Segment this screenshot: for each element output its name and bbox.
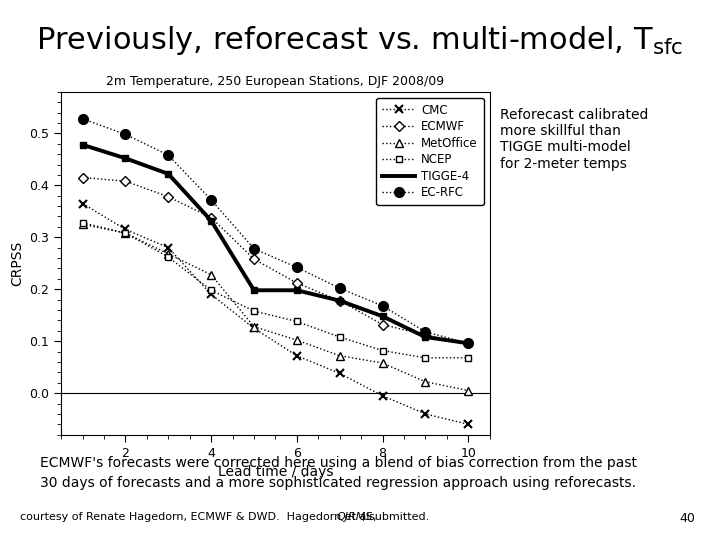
Text: Previously, reforecast vs. multi-model, $\mathregular{T}_{\mathregular{sfc}}$: Previously, reforecast vs. multi-model, … [37,24,683,57]
ECMWF [207,214,215,221]
EC-RFC [336,285,344,292]
TIGGE-4 [78,141,87,148]
ECMWF [78,174,87,181]
CMC [421,411,430,417]
NCEP [121,230,130,237]
CMC [464,421,472,428]
Line: ECMWF: ECMWF [79,174,472,347]
EC-RFC [292,264,301,271]
EC-RFC [164,152,173,158]
CMC [207,291,215,298]
CMC [336,370,344,376]
Title: 2m Temperature, 250 European Stations, DJF 2008/09: 2m Temperature, 250 European Stations, D… [107,75,444,88]
TIGGE-4 [464,340,472,347]
TIGGE-4 [164,171,173,177]
ECMWF [421,332,430,338]
TIGGE-4 [207,218,215,224]
EC-RFC [207,197,215,203]
MetOffice [336,353,344,359]
Line: NCEP: NCEP [79,219,472,361]
MetOffice [121,230,130,237]
CMC [164,245,173,251]
EC-RFC [421,328,430,335]
TIGGE-4 [250,287,258,294]
CMC [78,200,87,207]
NCEP [421,355,430,361]
NCEP [336,334,344,340]
MetOffice [292,337,301,343]
MetOffice [164,251,173,257]
Legend: CMC, ECMWF, MetOffice, NCEP, TIGGE-4, EC-RFC: CMC, ECMWF, MetOffice, NCEP, TIGGE-4, EC… [377,98,484,205]
MetOffice [207,272,215,278]
TIGGE-4 [292,287,301,294]
Line: MetOffice: MetOffice [78,220,472,395]
CMC [292,353,301,359]
MetOffice [464,387,472,394]
MetOffice [421,379,430,385]
Text: QJRMS: QJRMS [337,512,374,522]
EC-RFC [121,131,130,138]
MetOffice [78,221,87,227]
EC-RFC [378,302,387,309]
EC-RFC [464,340,472,347]
TIGGE-4 [336,298,344,304]
Y-axis label: CRPSS: CRPSS [10,241,24,286]
Text: 40: 40 [679,512,695,525]
Text: ECMWF's forecasts were corrected here using a blend of bias correction from the : ECMWF's forecasts were corrected here us… [40,456,636,470]
NCEP [207,287,215,294]
ECMWF [464,340,472,347]
NCEP [250,308,258,314]
MetOffice [250,323,258,330]
ECMWF [250,256,258,262]
Line: CMC: CMC [78,199,472,428]
NCEP [164,254,173,260]
CMC [121,226,130,233]
TIGGE-4 [378,313,387,320]
Text: Reforecast calibrated
more skillful than
TIGGE multi-model
for 2-meter temps: Reforecast calibrated more skillful than… [500,108,649,171]
TIGGE-4 [421,334,430,340]
Text: , submitted.: , submitted. [362,512,429,522]
ECMWF [292,280,301,286]
Line: TIGGE-4: TIGGE-4 [79,141,472,347]
EC-RFC [78,116,87,122]
Text: courtesy of Renate Hagedorn, ECMWF & DWD.  Hagedorn et al.,: courtesy of Renate Hagedorn, ECMWF & DWD… [20,512,380,522]
TIGGE-4 [121,155,130,161]
NCEP [292,318,301,325]
MetOffice [378,360,387,366]
NCEP [464,355,472,361]
NCEP [78,219,87,226]
CMC [378,393,387,399]
ECMWF [336,298,344,304]
X-axis label: Lead time / days: Lead time / days [217,465,333,479]
ECMWF [121,178,130,184]
ECMWF [164,193,173,200]
NCEP [378,347,387,354]
Text: 30 days of forecasts and a more sophisticated regression approach using reforeca: 30 days of forecasts and a more sophisti… [40,476,636,490]
ECMWF [378,321,387,328]
Line: EC-RFC: EC-RFC [78,114,473,348]
EC-RFC [250,246,258,252]
CMC [250,325,258,332]
